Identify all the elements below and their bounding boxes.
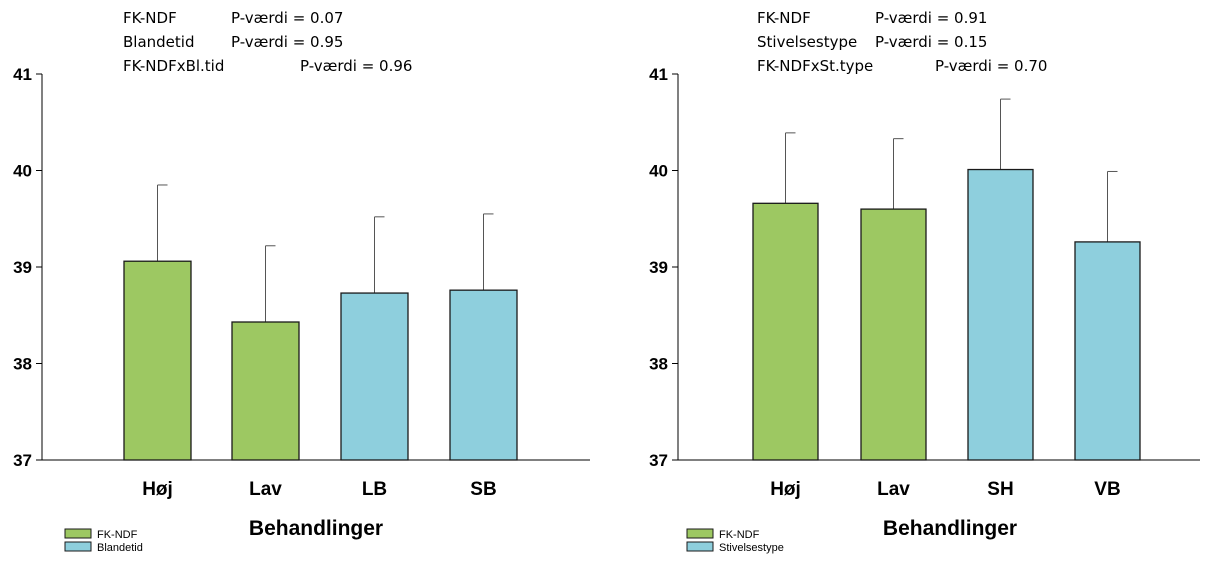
bar-LB — [340, 292, 409, 461]
bar-Høj — [123, 260, 192, 461]
bar-VB — [1074, 241, 1141, 461]
bar-Høj — [752, 202, 819, 461]
pvalue-term: Stivelsestype — [757, 33, 857, 51]
y-tick-label: 41 — [13, 65, 32, 84]
x-tick-label: Høj — [142, 479, 173, 500]
y-tick-label: 39 — [13, 258, 32, 277]
pvalue-text: P-værdi = 0.70 — [935, 57, 1047, 75]
x-tick-label: VB — [1094, 479, 1120, 500]
legend-label: Blandetid — [97, 542, 143, 554]
pvalue-text: P-værdi = 0.15 — [875, 33, 987, 51]
x-tick-label: Høj — [770, 479, 801, 500]
legend-label: Stivelsestype — [719, 542, 784, 554]
pvalue-term: FK-NDF — [757, 9, 811, 27]
legend-label: FK-NDF — [719, 529, 760, 541]
y-tick-label: 37 — [13, 451, 32, 470]
bar-Lav — [860, 208, 927, 461]
pvalue-term: FK-NDF — [123, 9, 177, 27]
bar-Lav — [231, 321, 300, 461]
pvalue-text: P-værdi = 0.96 — [300, 57, 412, 75]
x-tick-label: Lav — [249, 479, 282, 500]
pvalue-term: FK-NDFxSt.type — [757, 57, 873, 75]
bar-SH — [967, 168, 1034, 461]
y-tick-label: 37 — [649, 451, 668, 470]
x-axis-label: Behandlinger — [249, 517, 383, 540]
y-tick-label: 40 — [649, 162, 668, 181]
legend-label: FK-NDF — [97, 529, 138, 541]
legend-swatch — [64, 541, 92, 552]
chart-panel-1: FK-NDF P-værdi = 0.07 Blandetid P-værdi = 0… — [13, 9, 590, 554]
y-tick-label: 40 — [13, 162, 32, 181]
pvalue-term: Blandetid — [123, 33, 194, 51]
x-tick-label: LB — [362, 479, 387, 500]
chart-panel-2: FK-NDF P-værdi = 0.91 Stivelsestype P-værdi… — [649, 9, 1200, 554]
x-tick-label: SB — [470, 479, 496, 500]
y-tick-label: 38 — [649, 355, 668, 374]
legend-swatch — [686, 541, 714, 552]
x-axis-label: Behandlinger — [883, 517, 1017, 540]
y-tick-label: 38 — [13, 355, 32, 374]
bar-SB — [449, 289, 518, 461]
legend-swatch — [64, 528, 92, 539]
y-tick-label: 39 — [649, 258, 668, 277]
pvalue-text: P-værdi = 0.07 — [231, 9, 343, 27]
legend-swatch — [686, 528, 714, 539]
y-tick-label: 41 — [649, 65, 668, 84]
pvalue-term: FK-NDFxBl.tid — [123, 57, 224, 75]
x-tick-label: SH — [987, 479, 1013, 500]
pvalue-text: P-værdi = 0.91 — [875, 9, 987, 27]
pvalue-text: P-værdi = 0.95 — [231, 33, 343, 51]
x-tick-label: Lav — [877, 479, 910, 500]
